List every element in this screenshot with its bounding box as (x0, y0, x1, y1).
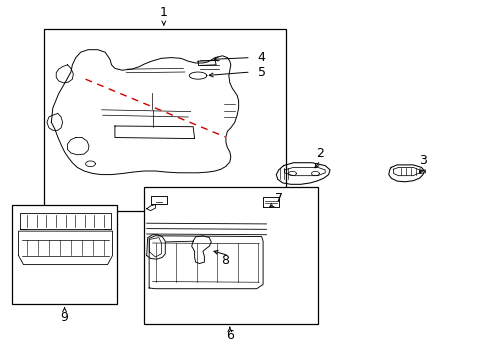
Text: 3: 3 (418, 154, 426, 167)
Text: 7: 7 (274, 192, 282, 204)
Bar (44, 29, 285, 211)
Bar (12, 205, 117, 304)
Text: 9: 9 (61, 311, 68, 324)
Text: 4: 4 (257, 51, 265, 64)
Text: 1: 1 (160, 6, 167, 19)
Text: 5: 5 (257, 66, 265, 78)
Text: 2: 2 (316, 147, 324, 159)
Text: 8: 8 (221, 255, 228, 267)
Bar (144, 187, 317, 324)
Text: 6: 6 (225, 329, 233, 342)
